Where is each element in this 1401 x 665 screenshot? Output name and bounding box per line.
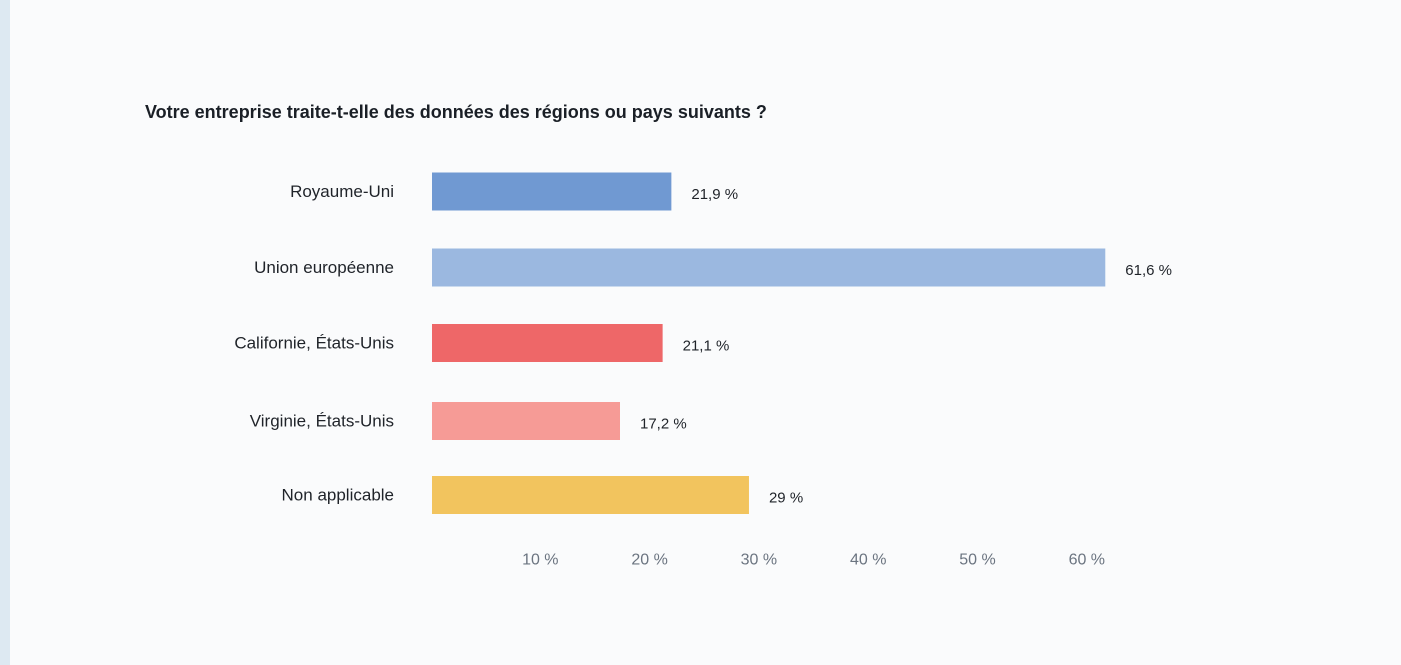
- left-accent-bar: [0, 0, 10, 665]
- x-axis-tick-labels: 10 % 20 % 30 % 40 % 50 % 60 %: [522, 552, 1105, 569]
- value-label-royaume-uni: 21,9 %: [691, 186, 738, 203]
- value-label-non-applicable: 29 %: [769, 490, 803, 507]
- category-labels: Royaume-Uni Union européenne Californie, É…: [234, 182, 394, 505]
- category-label-virginie-etats-unis: Virginie, États-Unis: [250, 412, 394, 431]
- x-tick-label-40: 40 %: [850, 552, 886, 569]
- category-label-royaume-uni: Royaume-Uni: [290, 182, 394, 201]
- bar-californie-etats-unis: [432, 324, 663, 362]
- bar-virginie-etats-unis: [432, 402, 620, 440]
- x-tick-label-60: 60 %: [1069, 552, 1105, 569]
- category-label-californie-etats-unis: Californie, États-Unis: [234, 334, 394, 353]
- chart-title: Votre entreprise traite-t-elle des donné…: [145, 102, 767, 122]
- bar-royaume-uni: [432, 172, 672, 211]
- x-tick-label-20: 20 %: [631, 552, 667, 569]
- category-label-union-europeenne: Union européenne: [254, 258, 394, 277]
- value-label-virginie-etats-unis: 17,2 %: [640, 416, 687, 433]
- bars-layer: [432, 172, 1106, 514]
- bar-union-europeenne: [432, 248, 1106, 287]
- value-label-union-europeenne: 61,6 %: [1125, 262, 1172, 279]
- value-label-californie-etats-unis: 21,1 %: [683, 338, 730, 355]
- category-label-non-applicable: Non applicable: [282, 486, 394, 505]
- x-tick-label-50: 50 %: [959, 552, 995, 569]
- bar-non-applicable: [432, 476, 749, 514]
- x-tick-label-30: 30 %: [741, 552, 777, 569]
- value-labels: 21,9 % 61,6 % 21,1 % 17,2 % 29 %: [640, 186, 1172, 507]
- x-tick-label-10: 10 %: [522, 552, 558, 569]
